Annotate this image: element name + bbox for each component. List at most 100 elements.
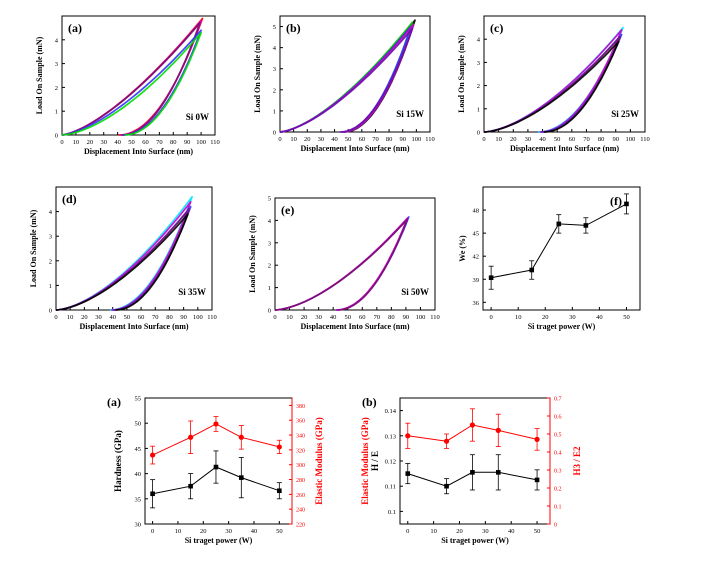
x-tick-label: 110 bbox=[425, 136, 435, 143]
x-tick-label: 20 bbox=[510, 136, 517, 143]
y-tick-label: 0.14 bbox=[385, 408, 397, 415]
data-point bbox=[213, 421, 219, 427]
y-tick-label: 2 bbox=[477, 83, 480, 90]
y-right-tick-label: 260 bbox=[296, 493, 305, 499]
sample-annotation: Si 50W bbox=[401, 287, 429, 297]
load-curve bbox=[61, 31, 202, 136]
y-tick-label: 4 bbox=[55, 37, 59, 44]
y-tick-label: 0.11 bbox=[385, 484, 396, 491]
x-tick-label: 20 bbox=[87, 139, 94, 146]
x-axis-label: Displacement Into Surface (nm) bbox=[510, 144, 619, 153]
y-right-tick-label: 300 bbox=[296, 463, 305, 469]
x-tick-label: 0 bbox=[273, 314, 276, 321]
y-tick-label: 5 bbox=[273, 24, 276, 31]
y-tick-label: 48 bbox=[473, 208, 480, 215]
y-right-tick-label: 0.3 bbox=[554, 469, 562, 475]
sample-annotation: Si 15W bbox=[396, 109, 424, 119]
y-tick-label: 50 bbox=[135, 421, 142, 428]
y-tick-label: 2 bbox=[55, 85, 58, 92]
y-tick-label: 1 bbox=[477, 106, 480, 113]
load-curve bbox=[61, 29, 202, 136]
y-right-tick-label: 280 bbox=[296, 478, 305, 484]
x-tick-label: 110 bbox=[640, 136, 650, 143]
panel-label: (b) bbox=[362, 395, 377, 409]
x-tick-label: 80 bbox=[386, 136, 393, 143]
x-tick-label: 100 bbox=[196, 139, 206, 146]
x-tick-label: 30 bbox=[482, 528, 489, 535]
y-tick-label: 36 bbox=[473, 300, 480, 307]
x-tick-label: 100 bbox=[193, 314, 203, 321]
x-tick-label: 10 bbox=[290, 136, 297, 143]
data-point bbox=[444, 483, 449, 489]
x-tick-label: 90 bbox=[180, 314, 187, 321]
y-tick-label: 1 bbox=[273, 108, 276, 115]
x-tick-label: 50 bbox=[345, 136, 352, 143]
x-tick-label: 0 bbox=[60, 139, 63, 146]
y-tick-label: 4 bbox=[273, 45, 277, 52]
x-tick-label: 30 bbox=[318, 136, 325, 143]
y-right-tick-label: 0.7 bbox=[554, 397, 562, 403]
y-axis-label: Load On Sample (mN) bbox=[248, 215, 257, 293]
x-tick-label: 60 bbox=[138, 314, 145, 321]
y-right-tick-label: 0 bbox=[554, 523, 557, 529]
x-tick-label: 50 bbox=[128, 139, 135, 146]
y-tick-label: 3 bbox=[55, 61, 58, 68]
x-tick-label: 70 bbox=[374, 314, 381, 321]
y-tick-label: 2 bbox=[268, 263, 271, 270]
y-axis-label: Load On Sample (mN) bbox=[457, 35, 466, 113]
x-tick-label: 40 bbox=[508, 528, 515, 535]
y-right-tick-label: 0.1 bbox=[554, 505, 562, 511]
x-tick-label: 0 bbox=[406, 528, 409, 535]
load-curve bbox=[483, 40, 620, 133]
x-tick-label: 110 bbox=[210, 139, 220, 146]
x-tick-label: 70 bbox=[583, 136, 590, 143]
data-point bbox=[469, 422, 476, 428]
plot-frame bbox=[483, 15, 646, 133]
x-tick-label: 70 bbox=[152, 314, 159, 321]
x-tick-label: 110 bbox=[430, 314, 440, 321]
panel-label: (c) bbox=[490, 21, 503, 35]
x-tick-label: 40 bbox=[331, 136, 338, 143]
y-tick-label: 0.13 bbox=[385, 433, 396, 440]
x-tick-label: 40 bbox=[596, 314, 603, 321]
y-right-tick-label: 320 bbox=[296, 448, 305, 454]
y-tick-label: 4 bbox=[49, 209, 53, 216]
x-tick-label: 20 bbox=[81, 314, 88, 321]
data-point bbox=[150, 452, 156, 458]
data-point bbox=[534, 436, 540, 442]
x-tick-label: 90 bbox=[399, 136, 406, 143]
plot-frame bbox=[399, 397, 551, 525]
x-tick-label: 10 bbox=[67, 314, 74, 321]
load-curve bbox=[483, 36, 621, 133]
x-tick-label: 10 bbox=[175, 528, 182, 535]
panel-label: (a) bbox=[107, 395, 121, 409]
y-far-axis-label: Elastic Modulus (GPa) bbox=[360, 417, 370, 505]
y-tick-label: 0 bbox=[49, 308, 52, 315]
panel-label: (f) bbox=[610, 194, 622, 208]
sample-annotation: Si 0W bbox=[186, 112, 209, 122]
y-right-tick-label: 0.2 bbox=[554, 487, 562, 493]
x-tick-label: 50 bbox=[276, 528, 283, 535]
x-tick-label: 20 bbox=[200, 528, 207, 535]
x-tick-label: 80 bbox=[166, 314, 173, 321]
y-right-tick-label: 0.5 bbox=[554, 433, 562, 439]
x-tick-label: 70 bbox=[156, 139, 163, 146]
data-point bbox=[443, 438, 450, 444]
load-curve bbox=[279, 23, 415, 133]
x-tick-label: 80 bbox=[598, 136, 605, 143]
plot-frame bbox=[55, 186, 213, 311]
y-axis-label: We (%) bbox=[458, 235, 467, 262]
x-tick-label: 60 bbox=[359, 314, 366, 321]
y-axis-label: Hardness (GPa) bbox=[113, 430, 123, 492]
x-tick-label: 20 bbox=[456, 528, 463, 535]
x-tick-label: 30 bbox=[315, 314, 322, 321]
y-tick-label: 2 bbox=[273, 87, 276, 94]
data-point bbox=[470, 470, 475, 475]
x-tick-label: 80 bbox=[170, 139, 177, 146]
sample-annotation: Si 25W bbox=[611, 109, 639, 119]
data-point bbox=[488, 275, 494, 281]
y-tick-label: 40 bbox=[135, 471, 142, 478]
x-tick-label: 20 bbox=[301, 314, 308, 321]
x-tick-label: 10 bbox=[515, 314, 522, 321]
y-tick-label: 5 bbox=[268, 196, 271, 203]
